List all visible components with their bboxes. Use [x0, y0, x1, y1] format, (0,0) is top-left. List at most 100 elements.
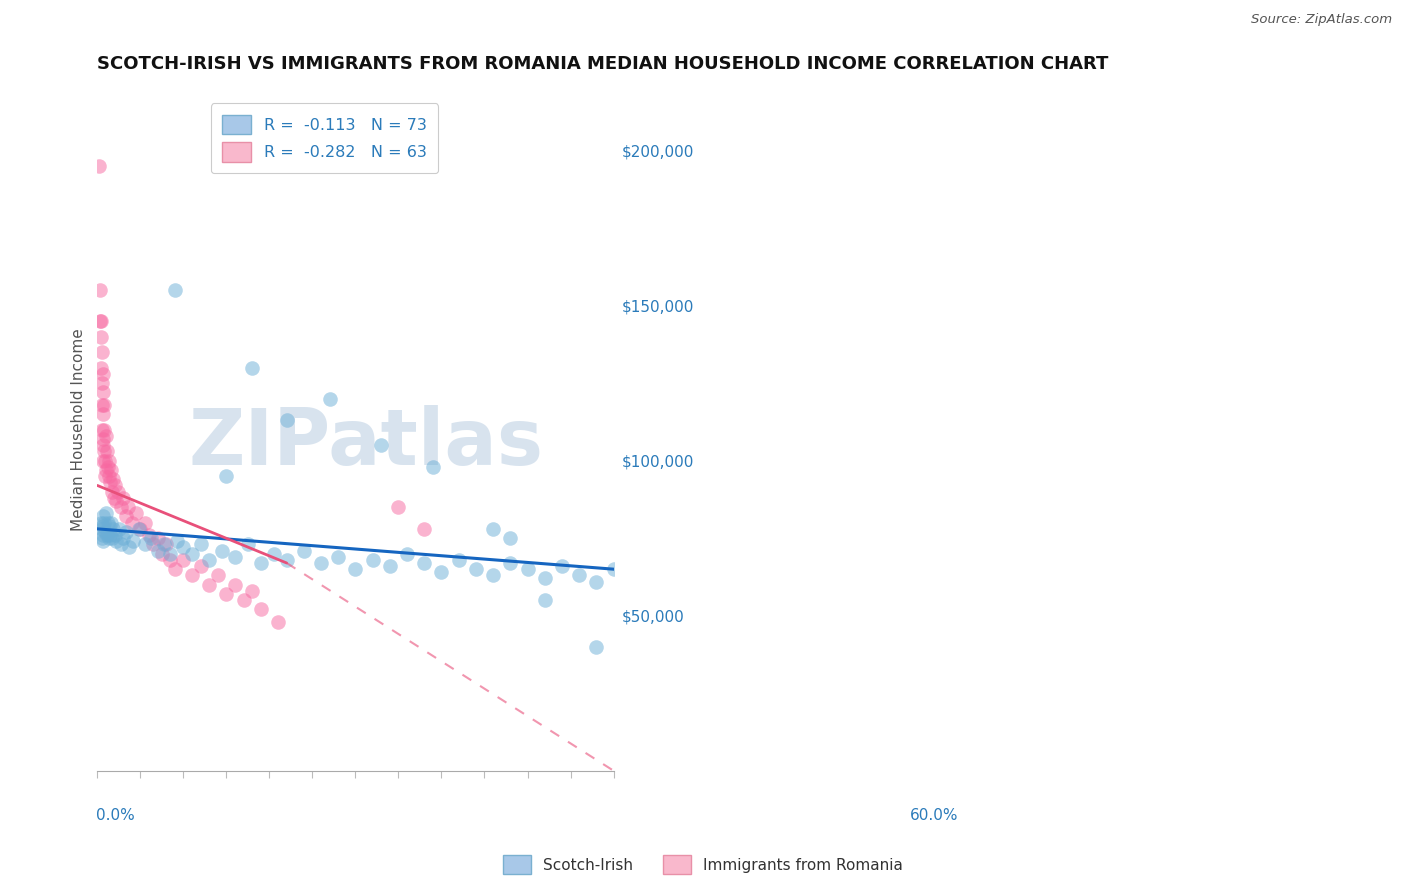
Point	[93, 385, 115, 400]
Point	[318, 392, 340, 406]
Text: 60.0%: 60.0%	[910, 808, 959, 823]
Point	[101, 531, 124, 545]
Point	[87, 159, 110, 173]
Point	[90, 314, 112, 328]
Point	[96, 444, 118, 458]
Point	[89, 314, 111, 328]
Point	[100, 463, 122, 477]
Point	[112, 491, 135, 505]
Point	[215, 587, 238, 601]
Point	[482, 568, 505, 582]
Point	[292, 543, 315, 558]
Point	[129, 522, 152, 536]
Point	[249, 602, 271, 616]
Point	[98, 475, 121, 490]
Point	[97, 516, 120, 530]
Point	[101, 484, 124, 499]
Point	[114, 524, 136, 539]
Point	[240, 583, 263, 598]
Point	[90, 516, 112, 530]
Point	[101, 522, 124, 536]
Point	[90, 423, 112, 437]
Point	[150, 547, 173, 561]
Point	[94, 453, 117, 467]
Point	[240, 360, 263, 375]
Point	[146, 531, 169, 545]
Point	[224, 549, 246, 564]
Point	[602, 562, 624, 576]
Point	[105, 494, 128, 508]
Point	[190, 537, 212, 551]
Point	[447, 553, 470, 567]
Point	[155, 537, 177, 551]
Point	[190, 559, 212, 574]
Text: SCOTCH-IRISH VS IMMIGRANTS FROM ROMANIA MEDIAN HOUSEHOLD INCOME CORRELATION CHAR: SCOTCH-IRISH VS IMMIGRANTS FROM ROMANIA …	[97, 55, 1109, 73]
Point	[516, 562, 538, 576]
Point	[551, 559, 574, 574]
Point	[387, 500, 409, 515]
Point	[568, 568, 591, 582]
Point	[181, 547, 204, 561]
Point	[430, 566, 453, 580]
Point	[134, 516, 156, 530]
Point	[110, 537, 132, 551]
Point	[93, 534, 115, 549]
Point	[98, 528, 121, 542]
Point	[93, 423, 115, 437]
Point	[93, 518, 115, 533]
Point	[344, 562, 367, 576]
Point	[142, 537, 165, 551]
Point	[211, 543, 233, 558]
Point	[533, 572, 555, 586]
Text: 0.0%: 0.0%	[97, 808, 135, 823]
Point	[89, 283, 111, 297]
Point	[101, 472, 124, 486]
Point	[422, 459, 444, 474]
Point	[90, 376, 112, 391]
Text: ZIPatlas: ZIPatlas	[188, 405, 543, 482]
Point	[276, 413, 298, 427]
Point	[232, 593, 254, 607]
Point	[413, 556, 436, 570]
Point	[267, 615, 290, 629]
Point	[90, 345, 112, 359]
Point	[90, 531, 112, 545]
Point	[499, 531, 522, 545]
Point	[114, 509, 136, 524]
Point	[224, 577, 246, 591]
Point	[90, 398, 112, 412]
Point	[91, 432, 114, 446]
Point	[181, 568, 204, 582]
Point	[93, 398, 115, 412]
Point	[94, 507, 117, 521]
Point	[91, 528, 114, 542]
Legend: Scotch-Irish, Immigrants from Romania: Scotch-Irish, Immigrants from Romania	[496, 849, 910, 880]
Point	[172, 553, 194, 567]
Point	[121, 516, 143, 530]
Point	[464, 562, 486, 576]
Point	[103, 491, 125, 505]
Point	[91, 367, 114, 381]
Point	[585, 640, 607, 654]
Point	[112, 531, 135, 545]
Point	[163, 562, 186, 576]
Point	[159, 553, 181, 567]
Point	[146, 543, 169, 558]
Point	[93, 444, 115, 458]
Point	[93, 516, 115, 530]
Point	[128, 522, 150, 536]
Point	[370, 438, 392, 452]
Point	[98, 518, 121, 533]
Point	[97, 469, 120, 483]
Point	[90, 522, 112, 536]
Point	[134, 537, 156, 551]
Point	[361, 553, 384, 567]
Point	[93, 453, 115, 467]
Point	[249, 556, 271, 570]
Point	[139, 531, 162, 545]
Point	[93, 438, 115, 452]
Point	[94, 463, 117, 477]
Point	[263, 547, 285, 561]
Point	[91, 509, 114, 524]
Point	[94, 429, 117, 443]
